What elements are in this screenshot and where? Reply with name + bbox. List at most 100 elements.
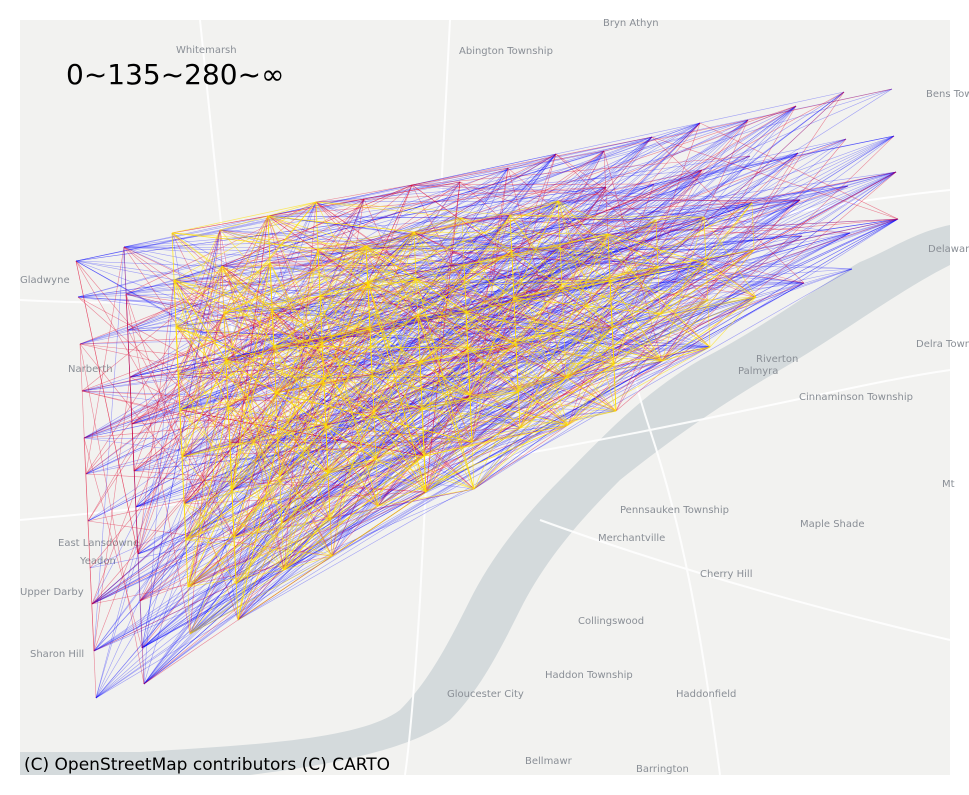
flow-line [185,458,377,541]
flow-line [225,262,271,361]
flow-line [699,122,899,220]
flow-line [411,155,751,186]
flow-line [317,217,463,250]
flow-line [137,279,175,555]
flow-line [559,247,805,284]
flow-line [327,391,519,474]
flow-line [511,88,893,252]
flow-line [365,171,897,247]
flow-line [227,281,369,408]
flow-line [517,233,609,393]
place-label: Sharon Hill [30,649,84,660]
flow-line [519,363,615,429]
flow-line [557,200,617,412]
flow-line [327,311,467,474]
flow-line [125,201,317,295]
flow-line [411,136,653,186]
flow-line [229,314,419,444]
flow-line [173,279,229,408]
flow-line [467,347,617,412]
flow-line [275,231,415,394]
flow-line [143,279,175,685]
place-label: Palmyra [738,366,778,377]
flow-line [171,232,367,247]
flow-line [275,327,613,394]
flow-line [315,201,463,219]
flow-line [465,311,469,349]
flow-line [707,296,757,301]
flow-line [613,346,711,365]
flow-line [423,410,617,457]
flow-line [185,378,325,541]
flow-line [473,363,615,490]
flow-line [91,233,609,605]
place-label: Yeadon [79,556,116,567]
flow-line [377,424,569,507]
flow-line [267,91,845,217]
place-label: Barrington [636,764,689,775]
flow-line [377,488,475,507]
flow-line [283,378,325,571]
flow-line [369,250,513,330]
flow-line [423,377,567,457]
flow-line [189,555,333,635]
flow-line [419,247,561,363]
flow-line [367,281,373,377]
flow-line [315,201,325,380]
place-label: Upper Darby [20,587,84,598]
flow-line [185,489,233,541]
flow-line [185,472,329,541]
flow-line [319,295,473,443]
flow-line [423,455,427,493]
place-label: Cherry Hill [700,569,752,580]
flow-line [221,265,229,408]
flow-line [75,260,235,538]
flow-line [519,410,617,429]
flow-line [415,278,475,490]
flow-line [607,233,617,412]
flow-line [279,299,709,477]
flow-line [373,214,511,413]
flow-line [655,171,897,221]
flow-line [323,378,471,396]
basemap: Bryn Athyn Whitemarsh Abington Township … [19,18,969,776]
flow-line [187,346,711,588]
flow-line [661,296,757,362]
flow-line [123,246,755,251]
flow-line [223,245,367,314]
flow-line [709,296,757,348]
map-attribution: (C) OpenStreetMap contributors (C) CARTO [24,755,390,775]
flow-line [465,219,657,313]
flow-line [95,218,899,699]
flow-line [519,249,755,429]
flow-line [323,217,463,380]
flow-line [185,539,333,557]
flow-line [421,377,567,410]
flow-line [509,135,895,216]
flow-line [227,406,333,557]
flow-line [283,455,425,571]
flow-line [277,342,323,441]
flow-line [221,265,273,311]
flow-line [83,437,143,649]
flow-line [271,199,801,311]
flow-line [175,326,325,380]
flow-line [269,167,509,264]
place-label: Gladwyne [20,275,70,286]
flow-line [365,245,521,429]
flow-line [189,536,235,635]
flow-line [559,199,801,249]
flow-line [123,246,145,685]
place-label: Whitemarsh [176,45,237,56]
flow-line [661,216,705,362]
flow-line [123,246,135,472]
flow-line [651,136,899,220]
flow-line [223,281,369,314]
flow-line [411,184,753,204]
flow-line [181,406,229,458]
flow-line [271,309,279,441]
place-label: Bellmawr [525,756,573,767]
place-label: Haddon Township [545,670,633,681]
flow-line [267,186,607,217]
flow-line [231,439,279,491]
